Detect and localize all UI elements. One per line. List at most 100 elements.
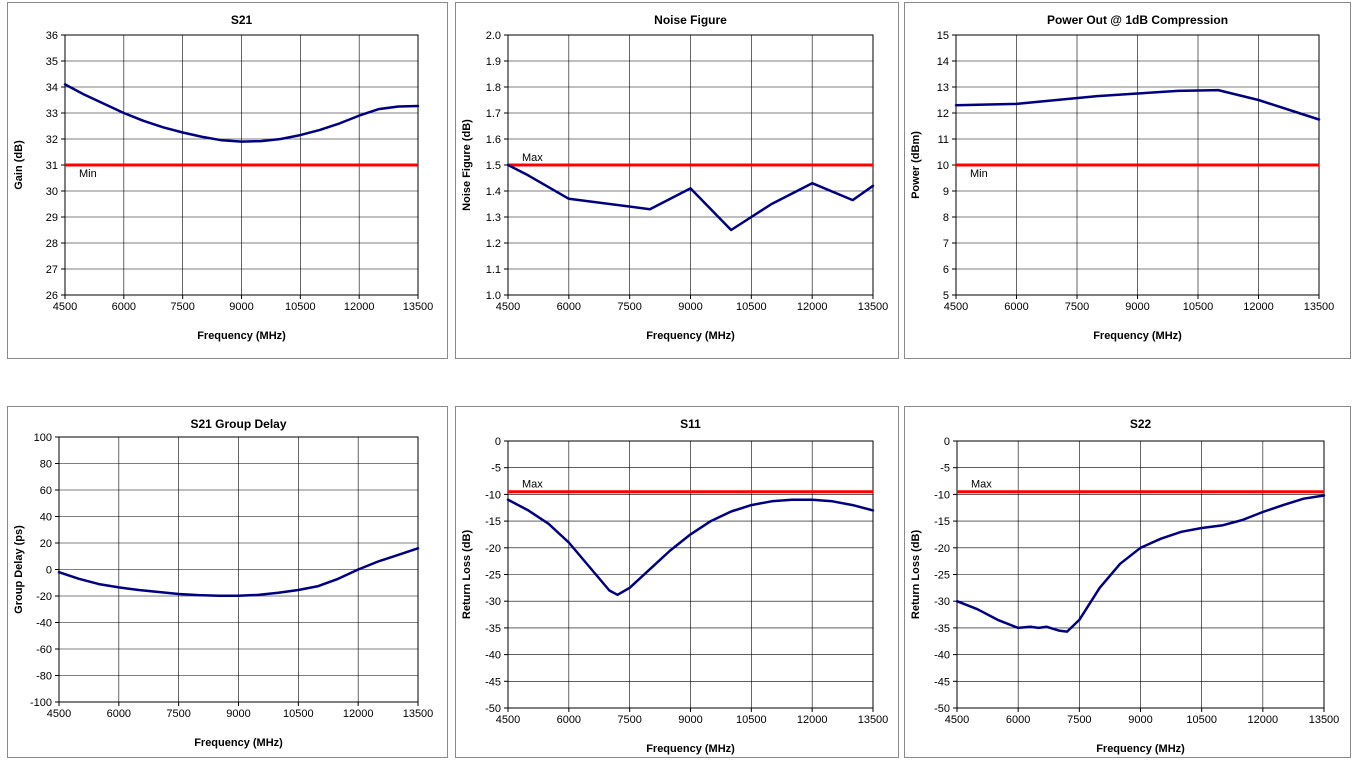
y-tick-label: 35 <box>46 56 58 68</box>
x-tick-label: 7500 <box>617 714 641 726</box>
y-tick-label: 26 <box>46 290 58 302</box>
y-tick-label: -100 <box>30 697 52 709</box>
y-tick-label: -15 <box>934 516 950 528</box>
y-tick-label: 6 <box>943 264 949 276</box>
x-tick-label: 7500 <box>170 301 194 313</box>
y-tick-label: -20 <box>485 543 501 555</box>
data-series-line <box>506 498 875 597</box>
y-tick-label: -5 <box>940 463 950 475</box>
y-tick-label: 1.7 <box>486 108 501 120</box>
chart-group-delay: S21 Group Delay 4500 6000 7500 9000 10500 1200… <box>7 406 448 758</box>
x-tick-label: 6000 <box>112 301 136 313</box>
y-tick-label: 12 <box>937 108 949 120</box>
y-tick-label: 1.4 <box>486 186 501 198</box>
y-tick-label: 13 <box>937 82 949 94</box>
y-tick-label: 10 <box>937 160 949 172</box>
y-tick-label: 1.2 <box>486 238 501 250</box>
x-tick-label: 13500 <box>403 708 434 720</box>
y-tick-label: 40 <box>40 512 52 524</box>
x-tick-label: 6000 <box>557 714 581 726</box>
x-tick-label: 4500 <box>53 301 77 313</box>
y-tick-label: 5 <box>943 290 949 302</box>
x-tick-label: 10500 <box>736 301 767 313</box>
x-tick-label: 9000 <box>226 708 250 720</box>
x-tick-label: 13500 <box>1304 301 1335 313</box>
x-tick-label: 10500 <box>285 301 316 313</box>
chart-power-out: Power Out @ 1dB Compression 4500 6000 7500 9… <box>904 2 1351 359</box>
y-tick-label: -10 <box>485 489 501 501</box>
chart-title: S21 Group Delay <box>190 417 286 431</box>
x-tick-label: 10500 <box>1186 714 1217 726</box>
y-tick-label: 33 <box>46 108 58 120</box>
chart-s11: S11 4500 6000 7500 9000 10500 12000 13500 -50 -45… <box>455 406 899 758</box>
y-axis-label: Gain (dB) <box>13 140 25 190</box>
limit-label: Max <box>971 479 992 491</box>
chart-noise-figure: Noise Figure 4500 6000 7500 9000 10500 12000 13… <box>455 2 899 359</box>
y-tick-label: 1.5 <box>486 160 501 172</box>
y-tick-label: 32 <box>46 134 58 146</box>
y-tick-label: 1.1 <box>486 264 501 276</box>
y-tick-label: 36 <box>46 30 58 42</box>
x-tick-label: 7500 <box>1067 714 1091 726</box>
y-axis-label: Power (dBm) <box>910 131 922 199</box>
x-tick-label: 12000 <box>1248 714 1279 726</box>
y-tick-label: 20 <box>40 538 52 550</box>
y-tick-label: 34 <box>46 82 58 94</box>
x-tick-label: 13500 <box>403 301 434 313</box>
x-tick-label: 12000 <box>797 714 828 726</box>
x-tick-label: 10500 <box>283 708 314 720</box>
x-tick-label: 13500 <box>1309 714 1340 726</box>
x-tick-label: 9000 <box>1125 301 1149 313</box>
x-tick-label: 4500 <box>496 714 520 726</box>
y-tick-label: 100 <box>34 432 52 444</box>
x-tick-label: 13500 <box>858 714 889 726</box>
x-tick-label: 12000 <box>797 301 828 313</box>
y-tick-label: -40 <box>36 618 52 630</box>
y-tick-label: -30 <box>485 596 501 608</box>
y-tick-label: 9 <box>943 186 949 198</box>
y-axis-label: Return Loss (dB) <box>910 530 922 620</box>
y-tick-label: -35 <box>934 623 950 635</box>
chart-svg: Power Out @ 1dB Compression 4500 6000 7500 9… <box>910 13 1335 342</box>
chart-svg: S21 Group Delay 4500 6000 7500 9000 10500 1200… <box>13 417 434 749</box>
y-tick-label: -60 <box>36 644 52 656</box>
y-tick-label: -50 <box>485 703 501 715</box>
x-tick-label: 4500 <box>47 708 71 720</box>
x-tick-label: 9000 <box>1128 714 1152 726</box>
chart-title: S11 <box>680 417 701 431</box>
x-tick-label: 9000 <box>678 301 702 313</box>
y-tick-label: -25 <box>934 570 950 582</box>
y-tick-label: 14 <box>937 56 949 68</box>
y-tick-label: -45 <box>485 676 501 688</box>
x-tick-label: 6000 <box>107 708 131 720</box>
chart-s21: S21 4500 6000 7500 9000 10500 12000 13500 26 27 28… <box>7 2 448 359</box>
x-tick-label: 10500 <box>736 714 767 726</box>
y-tick-label: -25 <box>485 570 501 582</box>
y-tick-label: 15 <box>937 30 949 42</box>
chart-svg: Noise Figure 4500 6000 7500 9000 10500 12000 13… <box>461 13 888 342</box>
chart-svg: S21 4500 6000 7500 9000 10500 12000 13500 26 27 28… <box>13 13 434 342</box>
data-series-line <box>955 494 1326 633</box>
x-tick-label: 9000 <box>229 301 253 313</box>
x-tick-label: 7500 <box>617 301 641 313</box>
y-tick-label: 1.0 <box>486 290 501 302</box>
y-tick-label: -35 <box>485 623 501 635</box>
data-series-line <box>506 163 875 232</box>
y-tick-label: 27 <box>46 264 58 276</box>
y-tick-label: -40 <box>485 650 501 662</box>
y-tick-label: 60 <box>40 485 52 497</box>
x-tick-label: 4500 <box>944 301 968 313</box>
y-tick-label: 7 <box>943 238 949 250</box>
y-tick-label: 29 <box>46 212 58 224</box>
y-tick-label: -50 <box>934 703 950 715</box>
x-axis-label: Frequency (MHz) <box>194 737 283 749</box>
y-tick-label: 2.0 <box>486 30 501 42</box>
limit-label: Min <box>970 168 988 180</box>
y-axis-label: Return Loss (dB) <box>461 530 473 620</box>
chart-title: Power Out @ 1dB Compression <box>1047 13 1228 27</box>
x-axis-label: Frequency (MHz) <box>1093 330 1182 342</box>
y-tick-label: 1.9 <box>486 56 501 68</box>
y-tick-label: 1.8 <box>486 82 501 94</box>
